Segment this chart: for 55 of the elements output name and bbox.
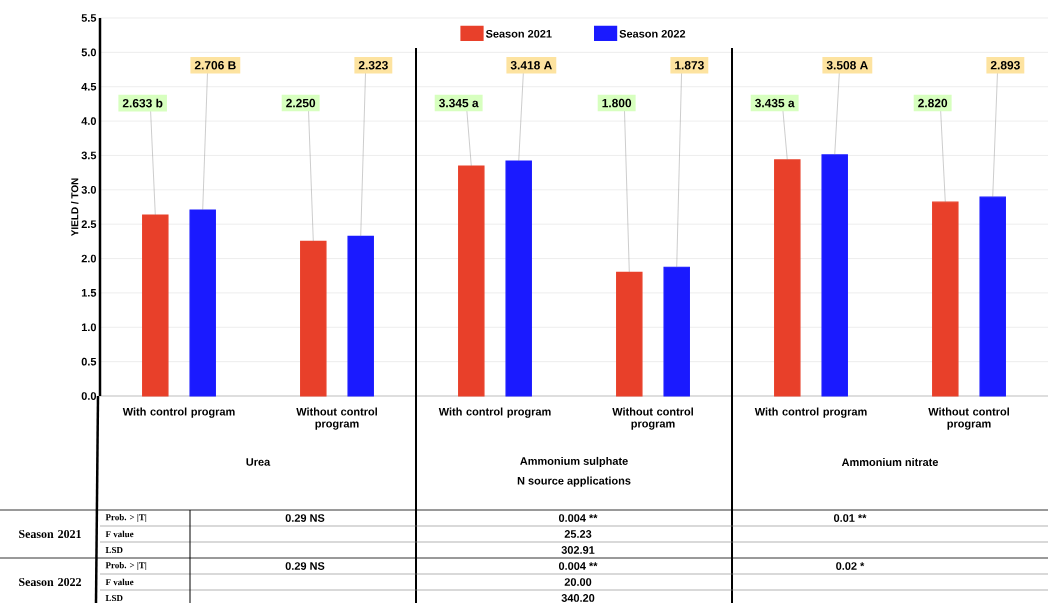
x-tick-label: Without control program [296,407,377,430]
y-tick-label: 0.0 [81,392,97,400]
data-label: 2.323 [358,61,388,70]
data-label: 3.345 a [439,98,479,108]
y-tick-label: 3.0 [81,185,97,194]
text: 302.91 [561,546,595,554]
text: 20.00 [564,578,592,586]
y-tick-label: 5.0 [81,48,97,57]
text: LSD [105,546,123,554]
text: 0.02 * [836,562,865,570]
x-tick-label: With control program [122,407,235,418]
text: 0.004 ** [558,514,598,522]
legend-label: Season 2021 [485,29,552,38]
data-label: 2.893 [990,61,1020,70]
text: 0.01 ** [834,514,867,522]
x-tick-label: Without control program [612,407,693,430]
text: F value [105,530,134,538]
y-axis-title: YIELD / TON [70,178,79,237]
data-label: 3.418 A [510,61,552,70]
y-tick-label: 1.5 [81,289,97,297]
y-tick-label: 0.5 [81,357,97,366]
y-tick-label: 2.0 [81,254,97,263]
data-label: 3.508 A [826,61,868,70]
x-axis-title: N source applications [517,476,631,487]
y-tick-label: 4.0 [81,117,97,125]
y-tick-label: 4.5 [81,82,97,91]
legend-label: Season 2022 [619,29,686,38]
data-label: 2.250 [286,98,316,108]
text: 0.29 NS [285,562,325,570]
text: 0.004 ** [558,562,598,570]
y-tick-label: 5.5 [81,14,97,22]
data-label: 2.633 b [122,98,163,108]
text: Ammonium sulphate [520,456,628,468]
text: LSD [105,594,123,602]
text: Urea [246,458,271,466]
data-label: 2.820 [918,98,948,108]
text: F value [105,578,134,586]
text: 0.29 NS [285,514,325,522]
y-tick-label: 1.0 [81,323,97,332]
x-tick-label: With control program [754,407,867,418]
text: Season 2021 [19,529,81,539]
data-label: 3.435 a [755,98,795,108]
data-label: 1.873 [675,61,704,70]
text: 340.20 [561,594,595,602]
text: Prob. > |T| [105,513,147,523]
text: 25.23 [564,530,592,538]
data-label: 1.800 [602,98,632,108]
text: Ammonium nitrate [841,457,939,467]
x-tick-label: Without control program [928,407,1009,430]
x-tick-label: With control program [438,407,551,418]
y-tick-label: 3.5 [81,151,97,160]
text: Season 2022 [19,577,82,587]
text: Prob. > |T| [105,561,147,571]
y-tick-label: 2.5 [81,220,97,229]
data-label: 2.706 B [194,61,236,70]
